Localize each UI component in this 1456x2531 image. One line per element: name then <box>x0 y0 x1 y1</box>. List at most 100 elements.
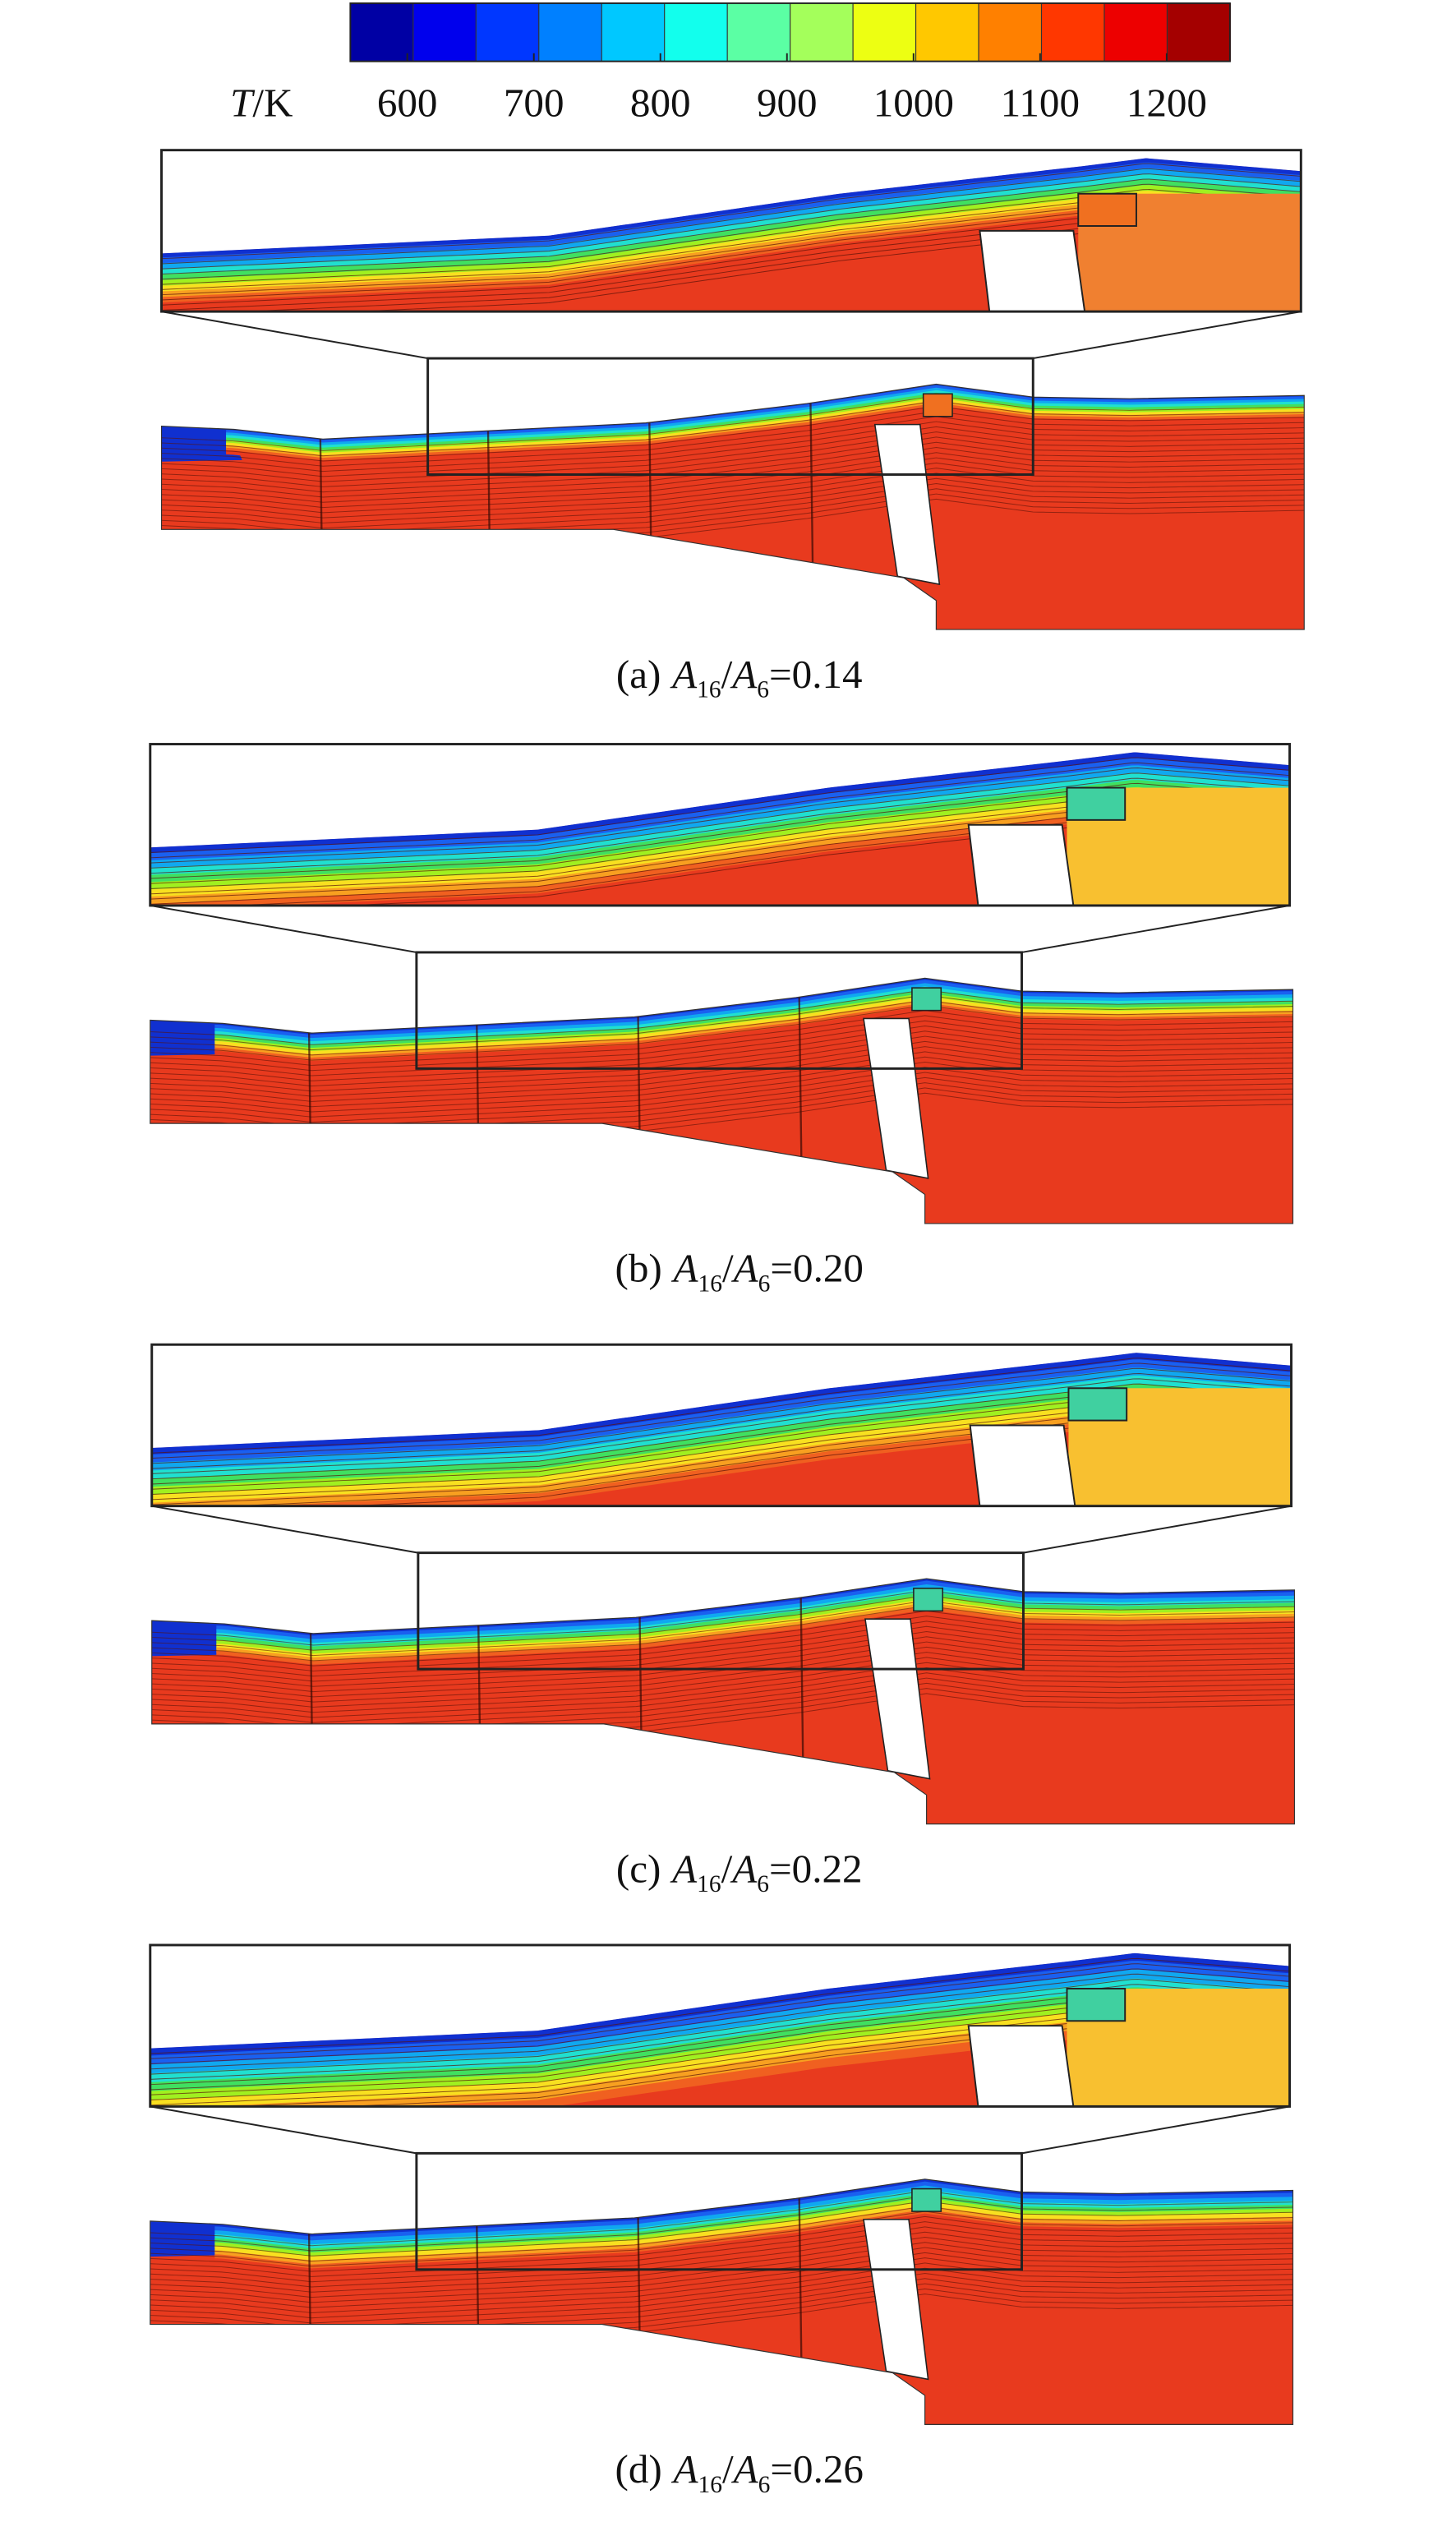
panel-label: (b) <box>615 1246 662 1291</box>
colorbar-band <box>727 2 791 62</box>
colorbar-tick-label: 900 <box>757 80 818 125</box>
colorbar: 600 700 800 900 1000 1100 1200 <box>349 2 1231 125</box>
contour-band <box>150 780 1290 884</box>
zoom-connector <box>1021 904 1290 953</box>
caption-var: A <box>730 652 758 697</box>
streamline <box>150 994 1293 1051</box>
contour-band <box>214 999 1293 1059</box>
streamline <box>151 1378 1292 1474</box>
contour-band <box>226 390 1305 449</box>
caption-var: A <box>670 652 698 697</box>
contour-band <box>216 1602 1295 1663</box>
streamline <box>161 405 1305 462</box>
caption-slash: / <box>722 1246 734 1291</box>
streamline <box>150 2262 1293 2319</box>
streamline <box>161 400 1305 457</box>
streamline <box>151 1373 1292 1469</box>
panel-label: (a) <box>616 652 661 697</box>
streamline <box>150 2211 1293 2267</box>
zoom-connector <box>161 311 428 360</box>
caption-slash: / <box>721 652 733 697</box>
streamline <box>161 163 1302 260</box>
streamline <box>150 757 1290 854</box>
caption-var: A <box>671 2446 699 2492</box>
streamline <box>150 1026 1293 1081</box>
streamline <box>150 2231 1293 2288</box>
streamline <box>161 436 1305 493</box>
streamline <box>151 1610 1295 1667</box>
caption-var: A <box>731 1246 759 1291</box>
streamline <box>150 777 1290 874</box>
step-block <box>913 1588 944 1612</box>
streamline <box>150 1973 1290 2070</box>
splitter <box>863 2219 929 2381</box>
step-block <box>1067 1387 1128 1422</box>
caption-slash: / <box>721 1846 733 1891</box>
colorbar-tick-label: 800 <box>630 80 691 125</box>
caption-var: A <box>730 1846 758 1891</box>
splitter <box>863 1017 929 1179</box>
streamline <box>161 411 1305 467</box>
panel: (b) A16/A6=0.20 <box>149 743 1294 1297</box>
caption-sub: 6 <box>758 2472 771 2498</box>
colorbar-band <box>790 2 855 62</box>
streamline <box>150 989 1293 1045</box>
contour-band <box>214 2205 1293 2266</box>
streamline <box>150 1004 1293 1061</box>
step-block <box>1066 1988 1127 2022</box>
streamline <box>151 1646 1295 1703</box>
step-block <box>1066 786 1127 821</box>
streamline <box>150 1010 1293 1066</box>
colorbar-band <box>601 2 666 62</box>
splitter <box>979 229 1086 312</box>
streamline <box>150 2237 1293 2293</box>
contour-band <box>151 1399 1292 1505</box>
contour-band <box>151 1375 1292 1481</box>
colorbar-tick-label: 700 <box>504 80 564 125</box>
streamline <box>150 768 1290 864</box>
streamline <box>161 431 1305 487</box>
full-field <box>161 384 1305 630</box>
streamline <box>150 1963 1290 2059</box>
streamline <box>151 1605 1295 1662</box>
colorbar-band <box>350 2 414 62</box>
full-field <box>150 2178 1293 2425</box>
contour-band <box>214 2201 1293 2262</box>
splitter <box>967 2025 1075 2107</box>
colorbar-band <box>664 2 729 62</box>
streamline <box>151 1652 1295 1708</box>
zoom-frame <box>150 1343 1293 1508</box>
contour-band <box>216 1580 1295 1641</box>
contour-band <box>151 1367 1292 1473</box>
contour-band <box>214 2181 1293 2243</box>
streamline <box>151 1620 1295 1677</box>
contour-band <box>161 196 1302 299</box>
zoom-connector <box>1023 1505 1292 1554</box>
caption-eq: = <box>770 1246 793 1291</box>
streamline <box>150 762 1290 859</box>
contour-band <box>216 1606 1295 1667</box>
streamline <box>150 1957 1290 2054</box>
contour-band <box>216 1609 1295 1671</box>
full-field <box>150 978 1293 1224</box>
step-block <box>922 393 953 417</box>
contour-band <box>226 395 1305 454</box>
colorbar-frame <box>349 2 1231 62</box>
contour-band <box>226 405 1305 465</box>
streamline <box>151 1657 1295 1713</box>
caption-var: A <box>731 2446 759 2492</box>
caption-eq: = <box>770 2446 793 2492</box>
streamline <box>161 462 1305 519</box>
streamline <box>151 1362 1292 1459</box>
outline <box>151 1578 1296 1825</box>
streamline <box>161 416 1305 473</box>
contour-band <box>151 1423 1292 1506</box>
colorbar-band <box>412 2 477 62</box>
contour-band <box>214 1006 1293 1066</box>
contour-band <box>150 1969 1290 2076</box>
contour-band <box>151 1359 1292 1464</box>
streamline <box>150 2267 1293 2324</box>
streamline <box>161 421 1305 477</box>
streamline <box>161 395 1305 451</box>
contour-band <box>216 1591 1295 1652</box>
